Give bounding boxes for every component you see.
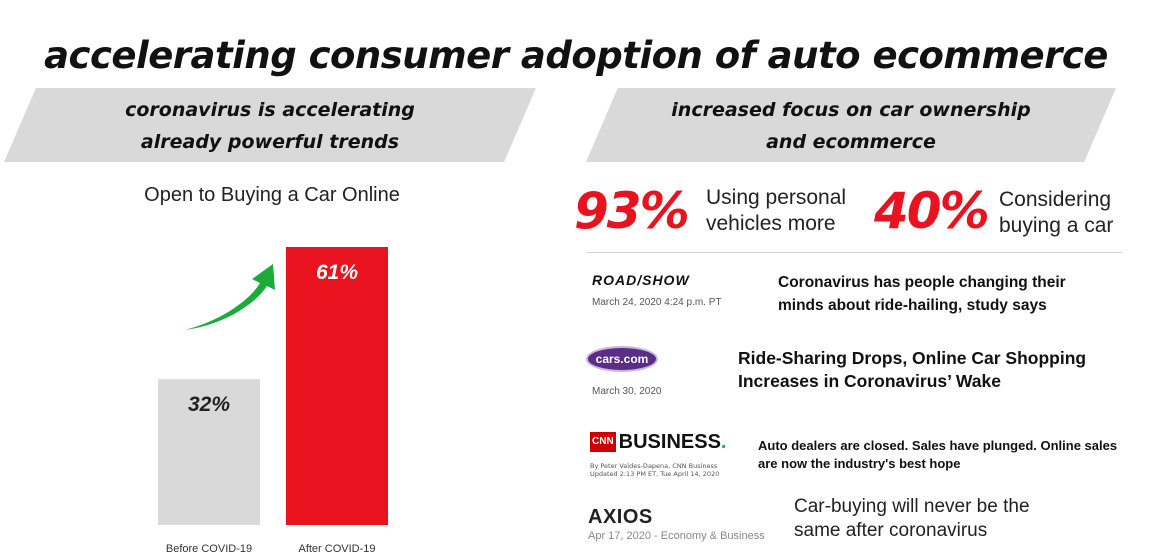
bar-0 [158, 379, 260, 525]
category-label: Before COVID-19 [166, 543, 252, 555]
headline-line: Auto dealers are closed. Sales have plun… [758, 438, 1118, 453]
cars-date: March 30, 2020 [592, 386, 662, 397]
page-title: accelerating consumer adoption of auto e… [44, 34, 1108, 77]
axios-date: Apr 17, 2020 - Economy & Business [588, 530, 765, 542]
stat-label: Considering buying a car [999, 187, 1149, 239]
category-label: After COVID-19 [298, 543, 375, 555]
headline-line: Increases in Coronavirus’ Wake [738, 371, 1001, 391]
byline-line: By Peter Valdes-Dapena, CNN Business [590, 462, 718, 470]
stat-label: Using personal vehicles more [706, 185, 866, 237]
cars-headline: Ride-Sharing Drops, Online Car Shopping … [738, 347, 1138, 393]
stat-label-line: vehicles more [706, 212, 836, 235]
left-banner-line1: coronavirus is accelerating [125, 99, 415, 121]
axios-logo: AXIOS [588, 506, 653, 528]
bar-value-label: 61% [316, 261, 358, 284]
left-banner [4, 88, 536, 162]
roadshow-date: March 24, 2020 4:24 p.m. PT [592, 297, 722, 308]
chart-title: Open to Buying a Car Online [144, 184, 400, 206]
byline-line: Updated 2:13 PM ET, Tue April 14, 2020 [590, 470, 720, 478]
axios-headline: Car-buying will never be the same after … [794, 495, 1134, 543]
growth-arrow-icon [184, 264, 275, 330]
bar-1 [286, 247, 388, 525]
left-banner-line2: already powerful trends [140, 131, 400, 153]
stat-label-line: Considering [999, 188, 1112, 211]
headline-line: minds about ride-hailing, study says [778, 297, 1047, 314]
headline-line: Ride-Sharing Drops, Online Car Shopping [738, 348, 1087, 368]
right-banner-line2: and ecommerce [766, 131, 936, 153]
cnn-business-logo: CNN BUSINESS. [590, 431, 727, 453]
roadshow-headline: Coronavirus has people changing their mi… [778, 271, 1138, 317]
right-banner [586, 88, 1116, 162]
roadshow-logo: ROAD/SHOW [592, 272, 690, 288]
stat-label-line: Using personal [706, 186, 847, 209]
headline-line: are now the industry's best hope [758, 456, 961, 471]
stat-label-line: buying a car [999, 214, 1114, 237]
cnn-byline: By Peter Valdes-Dapena, CNN Business Upd… [590, 462, 719, 478]
stat-value: 40% [874, 182, 990, 240]
bar-value-label: 32% [188, 393, 230, 416]
headline-line: Car-buying will never be the [794, 496, 1030, 517]
cnn-logo-text: BUSINESS [618, 431, 721, 453]
headline-line: Coronavirus has people changing their [778, 274, 1066, 291]
divider [586, 252, 1122, 253]
bar-chart: Open to Buying a Car Online 32% Before CO… [144, 184, 400, 555]
cnn-headline: Auto dealers are closed. Sales have plun… [758, 437, 1138, 473]
stat-value: 93% [574, 182, 690, 240]
headline-line: same after coronavirus [794, 520, 988, 541]
cnn-logo-mark: CNN [590, 432, 616, 452]
right-banner-line1: increased focus on car ownership [671, 99, 1031, 121]
cars-com-logo: cars.com [586, 346, 658, 372]
